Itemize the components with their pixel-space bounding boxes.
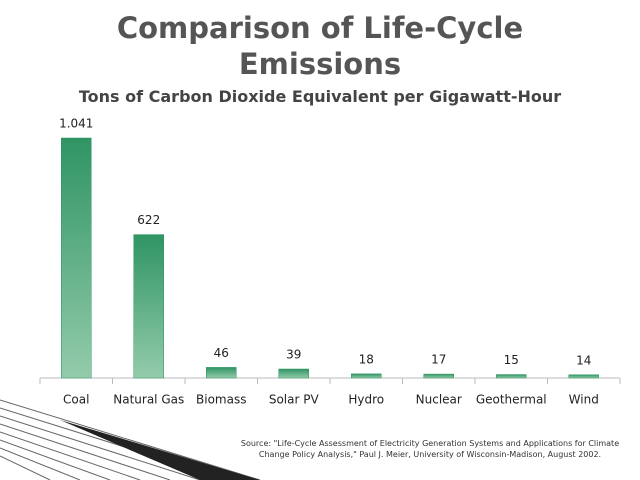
data-label: 18	[359, 352, 374, 366]
x-tick-label: Wind	[569, 393, 599, 407]
source-note: Source: "Life-Cycle Assessment of Electr…	[240, 439, 620, 459]
decoration	[0, 399, 261, 480]
x-tick-label: Nuclear	[416, 393, 462, 407]
bar	[496, 374, 527, 379]
bar	[278, 368, 309, 379]
x-tick-label: Biomass	[196, 393, 246, 407]
x-tick-label: Solar PV	[269, 393, 320, 407]
data-label: 14	[576, 353, 591, 367]
x-tick-label: Coal	[63, 393, 89, 407]
bar	[206, 367, 237, 379]
x-tick-label: Hydro	[348, 393, 384, 407]
data-label: 15	[504, 353, 519, 367]
chart-subtitle: Tons of Carbon Dioxide Equivalent per Gi…	[78, 87, 562, 106]
data-label: 17	[431, 353, 446, 367]
data-label: 39	[286, 348, 301, 362]
bar	[133, 234, 164, 379]
chart-title: Comparison of Life-Cycle Emissions	[116, 11, 524, 81]
data-label: 1.041	[59, 117, 93, 131]
x-tick-label: Geothermal	[476, 393, 547, 407]
data-label: 622	[137, 213, 160, 227]
x-tick-label: Natural Gas	[113, 393, 184, 407]
bar	[423, 373, 454, 379]
bar	[61, 137, 92, 379]
decoration	[60, 420, 260, 480]
bar	[568, 374, 599, 379]
bar	[351, 373, 382, 379]
data-label: 46	[214, 346, 229, 360]
